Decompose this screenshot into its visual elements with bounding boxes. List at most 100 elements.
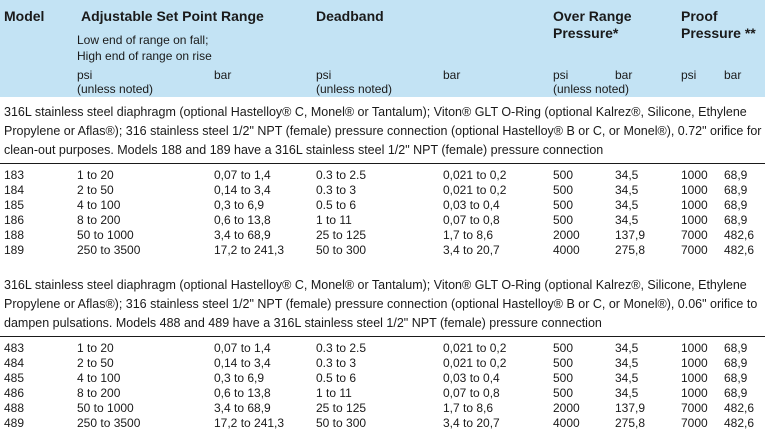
table-row: 488 50 to 1000 3,4 to 68,9 25 to 125 1,7 to … xyxy=(0,401,765,416)
cell-or-psi: 2000 xyxy=(553,401,580,416)
col-proof-header-2: Pressure ** xyxy=(681,25,756,42)
cell-model: 184 xyxy=(4,183,24,198)
cell-db-bar: 3,4 to 20,7 xyxy=(443,243,500,258)
cell-pr-bar: 68,9 xyxy=(724,198,747,213)
cell-sp-bar: 0,07 to 1,4 xyxy=(214,341,271,356)
cell-pr-bar: 68,9 xyxy=(724,386,747,401)
table-row: 188 50 to 1000 3,4 to 68,9 25 to 125 1,7 to … xyxy=(0,228,765,243)
cell-model: 483 xyxy=(4,341,24,356)
cell-db-bar: 0,021 to 0,2 xyxy=(443,183,506,198)
cell-db-psi: 0.3 to 3 xyxy=(316,183,356,198)
section1-rule xyxy=(0,163,765,164)
cell-or-bar: 34,5 xyxy=(615,183,638,198)
cell-sp-bar: 0,07 to 1,4 xyxy=(214,168,271,183)
cell-sp-bar: 0,14 to 3,4 xyxy=(214,183,271,198)
cell-model: 183 xyxy=(4,168,24,183)
cell-sp-psi: 50 to 1000 xyxy=(77,228,134,243)
col-proof-header-1: Proof xyxy=(681,8,718,25)
cell-db-psi: 0.3 to 2.5 xyxy=(316,168,366,183)
cell-model: 188 xyxy=(4,228,24,243)
cell-pr-psi: 1000 xyxy=(681,168,708,183)
cell-or-bar: 275,8 xyxy=(615,416,645,431)
cell-db-bar: 1,7 to 8,6 xyxy=(443,401,493,416)
cell-db-psi: 0.5 to 6 xyxy=(316,198,356,213)
cell-pr-bar: 68,9 xyxy=(724,371,747,386)
cell-pr-bar: 68,9 xyxy=(724,356,747,371)
cell-sp-psi: 8 to 200 xyxy=(77,213,120,228)
cell-or-psi: 2000 xyxy=(553,228,580,243)
table-row: 489 250 to 3500 17,2 to 241,3 50 to 300 3,4 … xyxy=(0,416,765,431)
cell-pr-bar: 482,6 xyxy=(724,228,754,243)
cell-db-psi: 50 to 300 xyxy=(316,416,366,431)
cell-pr-bar: 68,9 xyxy=(724,341,747,356)
col-deadband-header: Deadband xyxy=(316,8,384,25)
cell-pr-psi: 7000 xyxy=(681,228,708,243)
cell-sp-psi: 250 to 3500 xyxy=(77,243,140,258)
cell-or-bar: 34,5 xyxy=(615,168,638,183)
cell-db-bar: 0,021 to 0,2 xyxy=(443,168,506,183)
cell-sp-bar: 0,3 to 6,9 xyxy=(214,371,264,386)
table-row: 483 1 to 20 0,07 to 1,4 0.3 to 2.5 0,021 to … xyxy=(0,341,765,356)
cell-pr-bar: 68,9 xyxy=(724,213,747,228)
cell-db-bar: 0,021 to 0,2 xyxy=(443,341,506,356)
cell-sp-psi: 2 to 50 xyxy=(77,356,114,371)
cell-sp-psi: 8 to 200 xyxy=(77,386,120,401)
cell-pr-psi: 1000 xyxy=(681,341,708,356)
cell-model: 486 xyxy=(4,386,24,401)
cell-db-bar: 0,03 to 0,4 xyxy=(443,371,500,386)
cell-or-bar: 34,5 xyxy=(615,213,638,228)
table-header: Model Adjustable Set Point Range Low end… xyxy=(0,0,765,97)
cell-sp-bar: 17,2 to 241,3 xyxy=(214,243,284,258)
cell-model: 489 xyxy=(4,416,24,431)
cell-sp-psi: 4 to 100 xyxy=(77,371,120,386)
cell-or-psi: 4000 xyxy=(553,243,580,258)
table-row: 189 250 to 3500 17,2 to 241,3 50 to 300 3,4 … xyxy=(0,243,765,258)
set-point-note-fall: Low end of range on fall; xyxy=(77,32,208,48)
cell-or-bar: 34,5 xyxy=(615,341,638,356)
cell-model: 186 xyxy=(4,213,24,228)
cell-pr-psi: 7000 xyxy=(681,416,708,431)
cell-pr-psi: 1000 xyxy=(681,213,708,228)
col-over-range-header-1: Over Range xyxy=(553,8,632,25)
cell-pr-bar: 482,6 xyxy=(724,416,754,431)
sp-bar-unit: bar xyxy=(214,67,231,83)
cell-pr-bar: 68,9 xyxy=(724,168,747,183)
section1-description: 316L stainless steel diaphragm (optional… xyxy=(4,103,762,160)
cell-pr-psi: 1000 xyxy=(681,198,708,213)
cell-sp-bar: 17,2 to 241,3 xyxy=(214,416,284,431)
sp-unless-noted: (unless noted) xyxy=(77,81,153,97)
cell-pr-psi: 7000 xyxy=(681,401,708,416)
table-row: 185 4 to 100 0,3 to 6,9 0.5 to 6 0,03 to 0,4… xyxy=(0,198,765,213)
cell-or-psi: 4000 xyxy=(553,416,580,431)
cell-pr-psi: 7000 xyxy=(681,243,708,258)
cell-or-psi: 500 xyxy=(553,183,573,198)
pr-bar-unit: bar xyxy=(724,67,741,83)
or-bar-unit: bar xyxy=(615,67,632,83)
cell-sp-psi: 4 to 100 xyxy=(77,198,120,213)
cell-or-psi: 500 xyxy=(553,198,573,213)
table-row: 186 8 to 200 0,6 to 13,8 1 to 11 0,07 to 0,8… xyxy=(0,213,765,228)
or-unless-noted: (unless noted) xyxy=(553,81,629,97)
cell-or-bar: 34,5 xyxy=(615,198,638,213)
cell-or-bar: 275,8 xyxy=(615,243,645,258)
cell-db-psi: 0.3 to 3 xyxy=(316,356,356,371)
cell-or-bar: 34,5 xyxy=(615,371,638,386)
cell-sp-psi: 1 to 20 xyxy=(77,168,114,183)
col-model-header: Model xyxy=(4,8,44,25)
cell-db-psi: 25 to 125 xyxy=(316,228,366,243)
cell-sp-bar: 3,4 to 68,9 xyxy=(214,228,271,243)
cell-pr-psi: 1000 xyxy=(681,386,708,401)
cell-db-psi: 1 to 11 xyxy=(316,213,352,228)
table-row: 486 8 to 200 0,6 to 13,8 1 to 11 0,07 to 0,8… xyxy=(0,386,765,401)
cell-pr-bar: 482,6 xyxy=(724,243,754,258)
cell-db-psi: 0.5 to 6 xyxy=(316,371,356,386)
pr-psi-unit: psi xyxy=(681,67,696,83)
cell-sp-psi: 250 to 3500 xyxy=(77,416,140,431)
cell-or-bar: 34,5 xyxy=(615,386,638,401)
cell-db-bar: 0,03 to 0,4 xyxy=(443,198,500,213)
cell-model: 185 xyxy=(4,198,24,213)
db-unless-noted: (unless noted) xyxy=(316,81,392,97)
cell-db-bar: 3,4 to 20,7 xyxy=(443,416,500,431)
cell-pr-psi: 1000 xyxy=(681,371,708,386)
cell-pr-bar: 68,9 xyxy=(724,183,747,198)
